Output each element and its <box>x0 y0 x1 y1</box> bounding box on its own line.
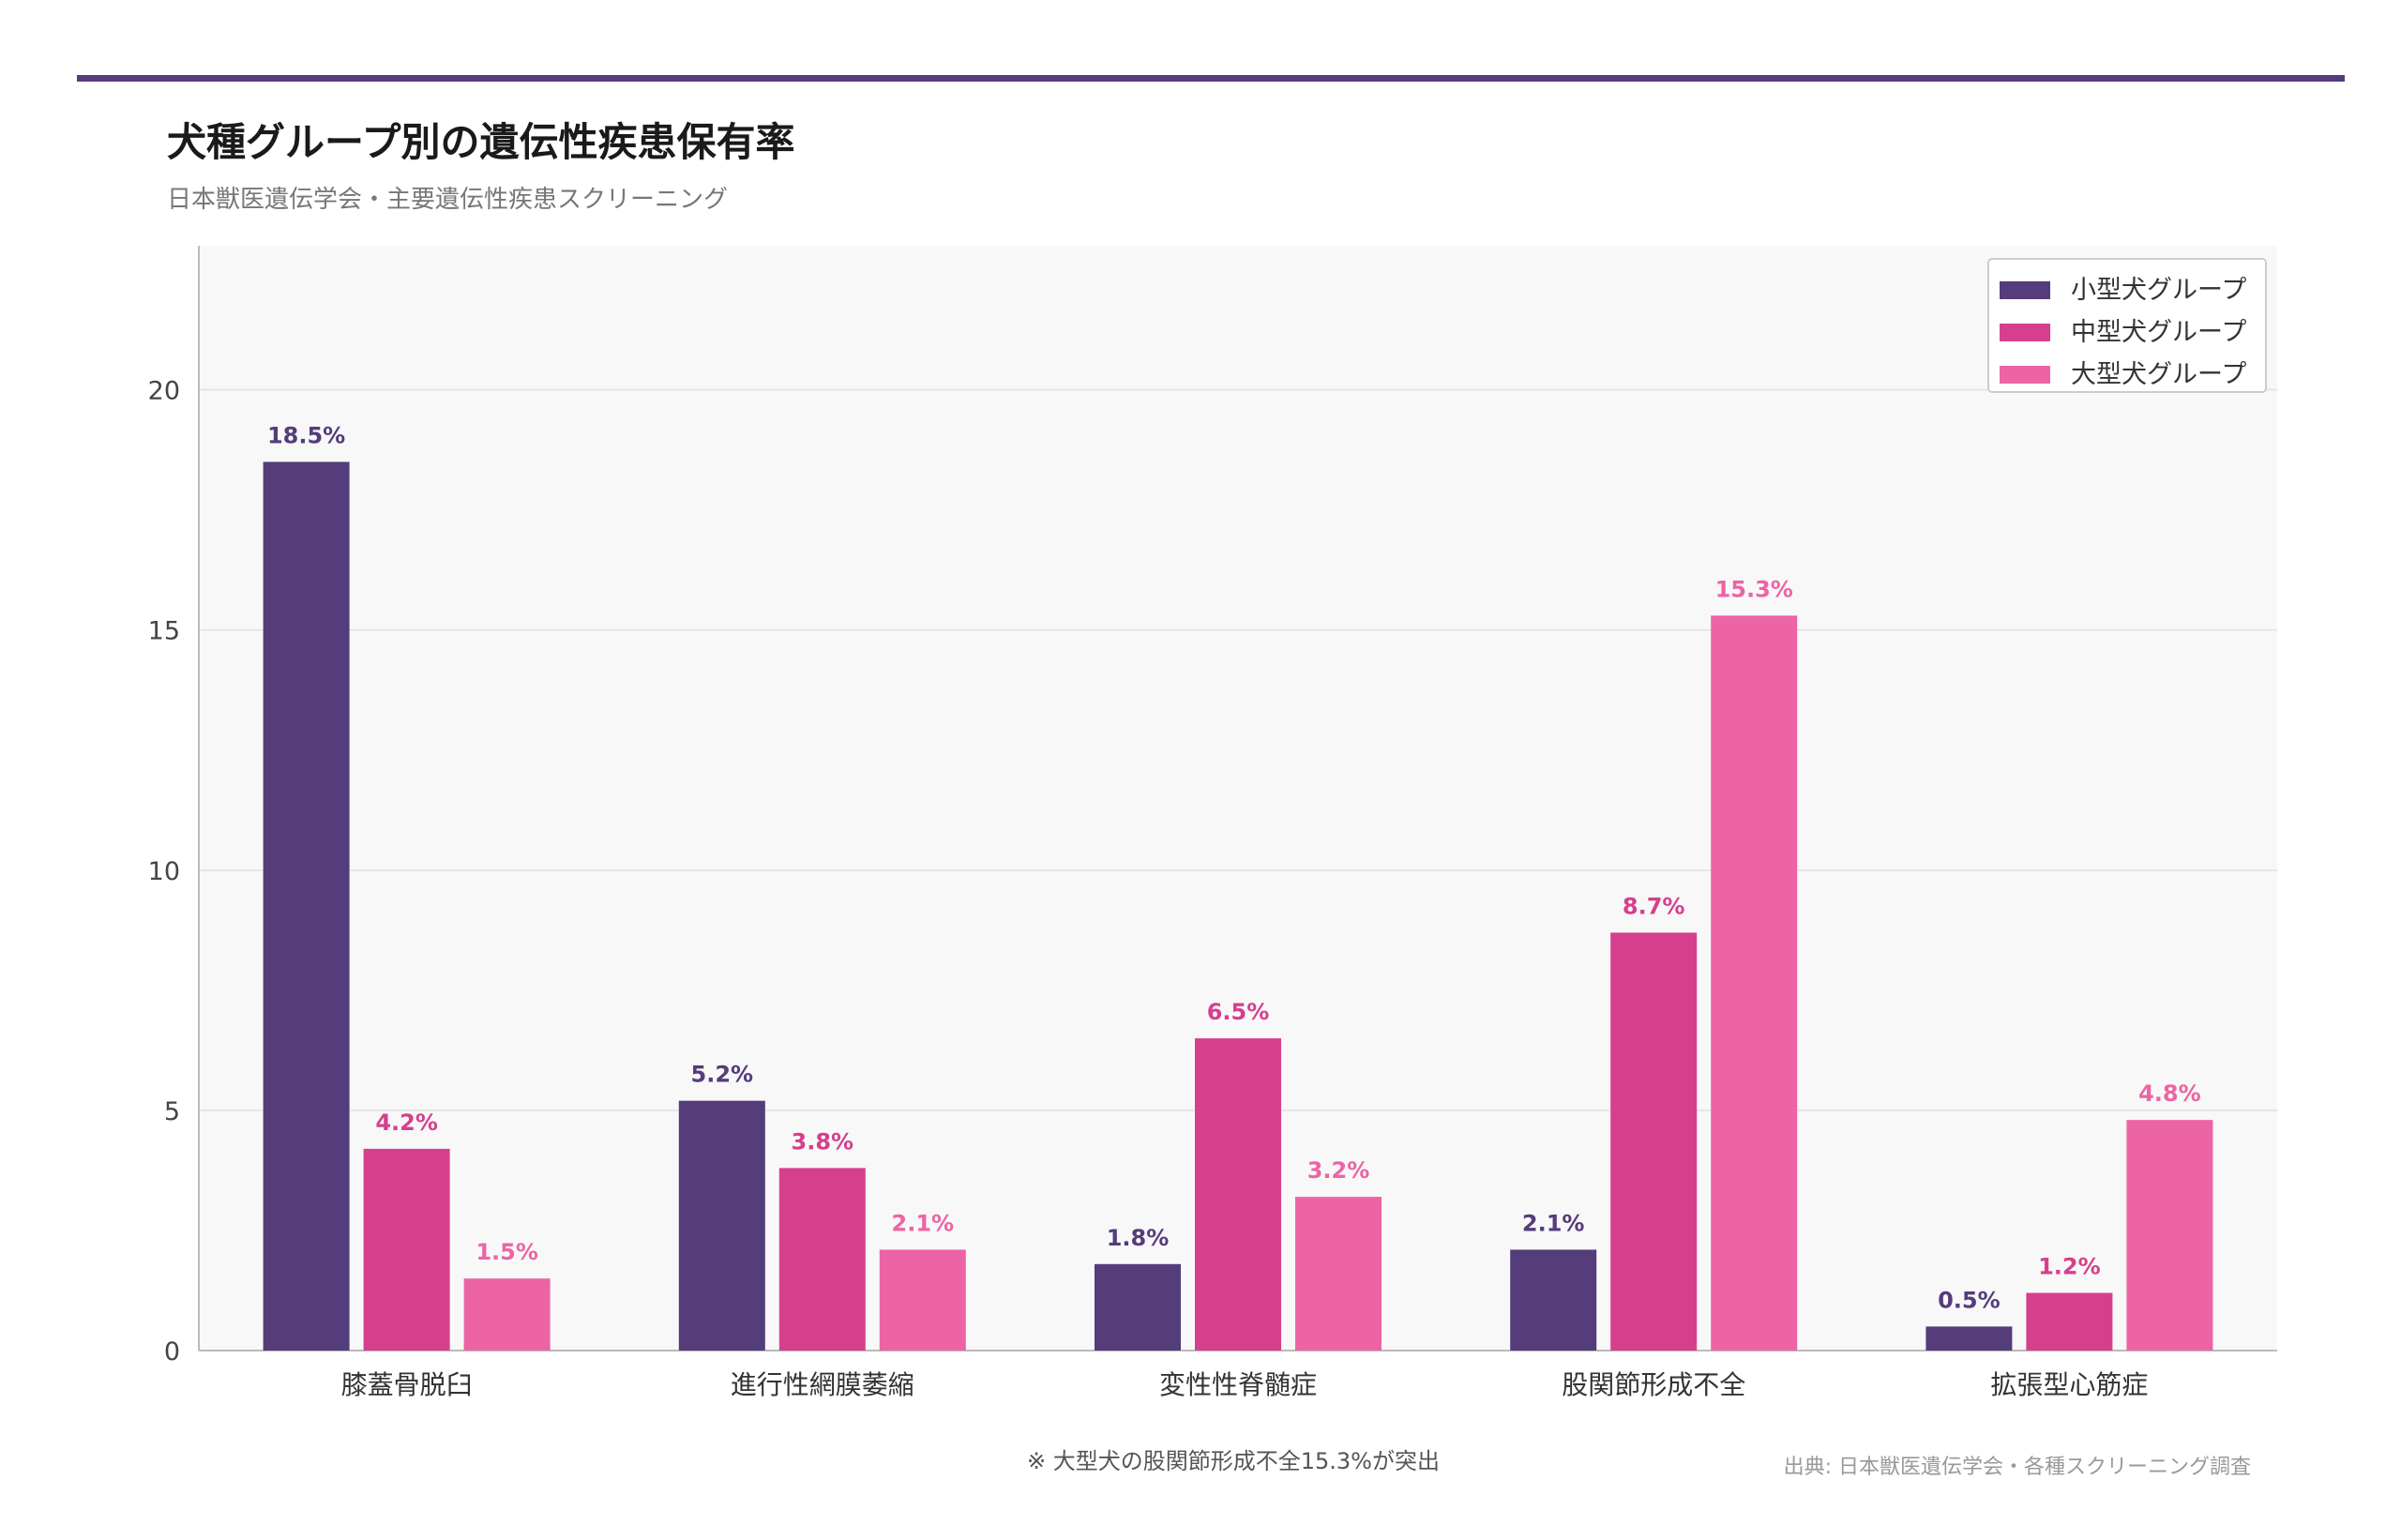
y-tick-label: 15 <box>148 617 180 646</box>
bar-value-label: 4.2% <box>375 1110 438 1136</box>
y-tick-label: 20 <box>148 377 180 406</box>
x-tick-label: 膝蓋骨脱臼 <box>341 1369 473 1400</box>
bar-value-label: 2.1% <box>892 1210 955 1236</box>
bar <box>1711 615 1798 1351</box>
bar-value-label: 5.2% <box>691 1062 754 1088</box>
bar <box>1510 1249 1597 1351</box>
bar <box>1295 1197 1382 1351</box>
bar-value-label: 1.2% <box>2038 1254 2101 1280</box>
y-tick-label: 0 <box>164 1337 180 1366</box>
bar-value-label: 1.8% <box>1107 1225 1170 1251</box>
x-tick-label: 拡張型心筋症 <box>1990 1369 2148 1400</box>
bar <box>778 1168 866 1351</box>
bar-value-label: 18.5% <box>267 422 345 448</box>
bar-value-label: 2.1% <box>1522 1210 1585 1236</box>
legend-swatch <box>2000 366 2050 384</box>
bar-value-label: 4.8% <box>2138 1080 2201 1107</box>
x-tick-label: 股関節形成不全 <box>1562 1369 1745 1400</box>
bar <box>879 1249 966 1351</box>
bar-value-label: 15.3% <box>1715 576 1793 602</box>
bar-value-label: 3.2% <box>1307 1157 1370 1184</box>
bar-value-label: 3.8% <box>792 1128 854 1155</box>
y-tick-label: 10 <box>148 857 180 886</box>
x-tick-label: 変性性脊髄症 <box>1159 1369 1317 1400</box>
bar <box>2026 1292 2113 1351</box>
bar <box>2126 1120 2213 1351</box>
chart-subtitle: 日本獣医遺伝学会・主要遺伝性疾患スクリーニング <box>167 186 729 214</box>
chart-footnote: ※ 大型犬の股関節形成不全15.3%が突出 <box>1027 1448 1440 1474</box>
bar <box>678 1100 765 1351</box>
legend-swatch <box>2000 281 2050 299</box>
bar-value-label: 1.5% <box>476 1239 538 1265</box>
bar <box>1195 1038 1281 1351</box>
chart-source: 出典: 日本獣医遺伝学会・各種スクリーニング調査 <box>1783 1456 2251 1479</box>
bar <box>1925 1326 2013 1351</box>
x-tick-label: 進行性網膜萎縮 <box>731 1369 914 1400</box>
legend-swatch <box>2000 324 2050 341</box>
bar-value-label: 0.5% <box>1938 1287 2001 1313</box>
bar-value-label: 6.5% <box>1207 999 1270 1025</box>
bar <box>1095 1263 1181 1351</box>
bar <box>363 1148 450 1351</box>
bar <box>463 1278 551 1351</box>
chart-title: 犬種グループ別の遺伝性疾患保有率 <box>167 119 795 165</box>
top-accent-rule <box>77 75 2345 82</box>
legend-label: 大型犬グループ <box>2071 360 2246 389</box>
y-tick-label: 5 <box>164 1097 180 1126</box>
legend-label: 中型犬グループ <box>2071 318 2246 347</box>
bar-value-label: 8.7% <box>1623 893 1685 919</box>
bar <box>1610 932 1698 1351</box>
bar <box>263 461 350 1351</box>
legend-box <box>1987 258 2267 393</box>
legend-label: 小型犬グループ <box>2071 276 2246 305</box>
